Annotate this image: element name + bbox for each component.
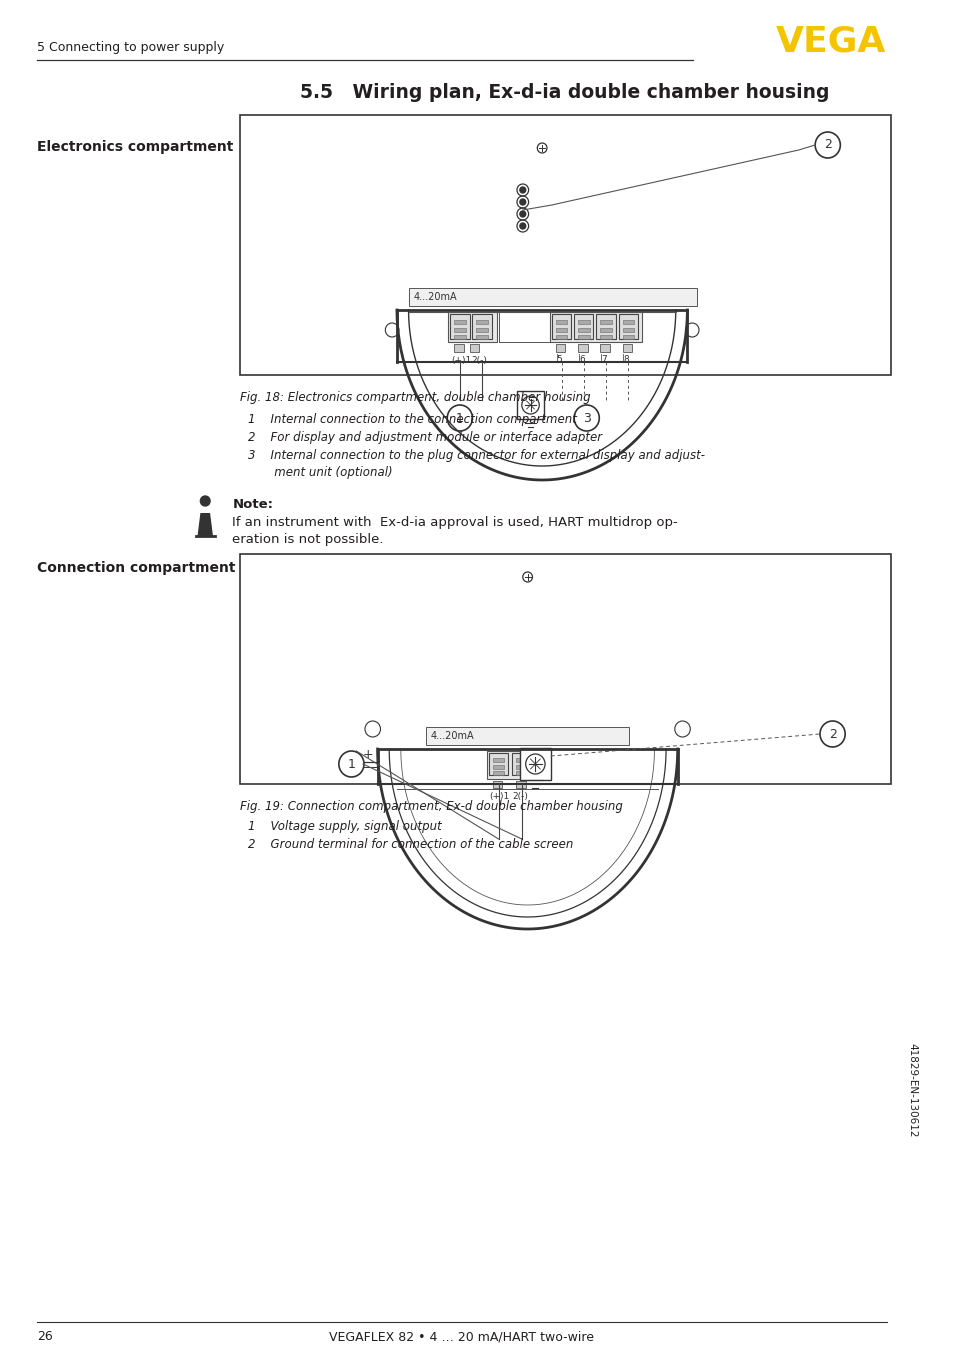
Bar [426, 727, 629, 745]
Text: ment unit (optional): ment unit (optional) [248, 466, 392, 479]
Bar [454, 320, 465, 324]
Text: (+)1: (+)1 [451, 356, 471, 364]
Bar [476, 334, 487, 338]
Text: 1: 1 [456, 412, 463, 425]
Bar [454, 334, 465, 338]
Bar [493, 765, 504, 769]
Bar [578, 328, 589, 332]
Text: 2(-): 2(-) [512, 792, 527, 802]
Circle shape [200, 496, 210, 506]
Circle shape [519, 187, 525, 194]
Text: 2    Ground terminal for connection of the cable screen: 2 Ground terminal for connection of the … [248, 838, 573, 852]
Bar [454, 328, 465, 332]
Bar [450, 314, 469, 338]
Text: 26: 26 [37, 1331, 52, 1343]
Text: 2: 2 [823, 138, 831, 152]
Bar [240, 554, 890, 784]
Text: 2(-): 2(-) [471, 356, 487, 364]
Bar [578, 320, 589, 324]
Text: 1: 1 [347, 757, 355, 770]
Bar [622, 344, 632, 352]
Circle shape [519, 199, 525, 204]
Bar [599, 320, 611, 324]
Text: 5 Connecting to power supply: 5 Connecting to power supply [37, 42, 224, 54]
Bar [516, 781, 525, 788]
Circle shape [519, 223, 525, 229]
Bar [472, 314, 492, 338]
Text: Fig. 18: Electronics compartment, double chamber housing: Fig. 18: Electronics compartment, double… [240, 391, 590, 403]
Bar [476, 320, 487, 324]
Bar [486, 751, 535, 779]
Bar [599, 328, 611, 332]
Bar [469, 344, 478, 352]
Text: 5.5   Wiring plan, Ex-d-ia double chamber housing: 5.5 Wiring plan, Ex-d-ia double chamber … [300, 83, 829, 102]
Bar [517, 391, 543, 418]
Text: 4...20mA: 4...20mA [431, 731, 474, 741]
Text: VEGAFLEX 82 • 4 … 20 mA/HART two-wire: VEGAFLEX 82 • 4 … 20 mA/HART two-wire [329, 1331, 594, 1343]
Bar [549, 311, 641, 343]
Text: Electronics compartment: Electronics compartment [37, 139, 233, 154]
Bar [493, 770, 504, 774]
Text: 41829-EN-130612: 41829-EN-130612 [906, 1043, 916, 1137]
Bar [618, 314, 638, 338]
Text: 1    Voltage supply, signal output: 1 Voltage supply, signal output [248, 821, 441, 833]
Text: 2    For display and adjustment module or interface adapter: 2 For display and adjustment module or i… [248, 431, 601, 444]
Bar [596, 314, 615, 338]
Text: (+)1: (+)1 [488, 792, 509, 802]
Bar [556, 320, 567, 324]
Bar [493, 781, 502, 788]
Text: 4...20mA: 4...20mA [413, 292, 456, 302]
Text: VEGA: VEGA [775, 24, 885, 60]
Text: If an instrument with  Ex-d-ia approval is used, HART multidrop op-: If an instrument with Ex-d-ia approval i… [233, 516, 678, 529]
Text: 6: 6 [578, 356, 584, 364]
Bar [516, 765, 527, 769]
Polygon shape [197, 513, 213, 536]
Bar [512, 753, 531, 774]
Text: Note:: Note: [233, 498, 274, 510]
Bar [578, 344, 587, 352]
Text: 8: 8 [623, 356, 629, 364]
Bar [551, 314, 571, 338]
Bar [454, 344, 463, 352]
Bar [599, 334, 611, 338]
Text: +: + [362, 747, 373, 761]
Bar [574, 314, 593, 338]
Text: Connection compartment: Connection compartment [37, 561, 235, 575]
Bar [622, 328, 634, 332]
Bar [493, 758, 504, 762]
Bar [516, 758, 527, 762]
Bar [578, 334, 589, 338]
Bar [240, 115, 890, 375]
Bar [556, 328, 567, 332]
Text: Fig. 19: Connection compartment, Ex-d double chamber housing: Fig. 19: Connection compartment, Ex-d do… [240, 800, 622, 812]
Bar [516, 770, 527, 774]
Bar [599, 344, 609, 352]
Bar [556, 334, 567, 338]
Text: 5: 5 [557, 356, 562, 364]
Bar [408, 288, 697, 306]
Bar [622, 320, 634, 324]
Text: eration is not possible.: eration is not possible. [233, 533, 383, 546]
Circle shape [519, 211, 525, 217]
Text: 2: 2 [828, 727, 836, 741]
Bar [476, 328, 487, 332]
Text: 3: 3 [582, 412, 590, 425]
Bar [622, 334, 634, 338]
Text: 3    Internal connection to the plug connector for external display and adjust-: 3 Internal connection to the plug connec… [248, 450, 704, 462]
Bar [519, 747, 550, 780]
Bar [556, 344, 565, 352]
Bar [488, 753, 508, 774]
Text: 7: 7 [600, 356, 606, 364]
Text: 1    Internal connection to the connection compartment: 1 Internal connection to the connection … [248, 413, 577, 427]
Bar [448, 311, 497, 343]
